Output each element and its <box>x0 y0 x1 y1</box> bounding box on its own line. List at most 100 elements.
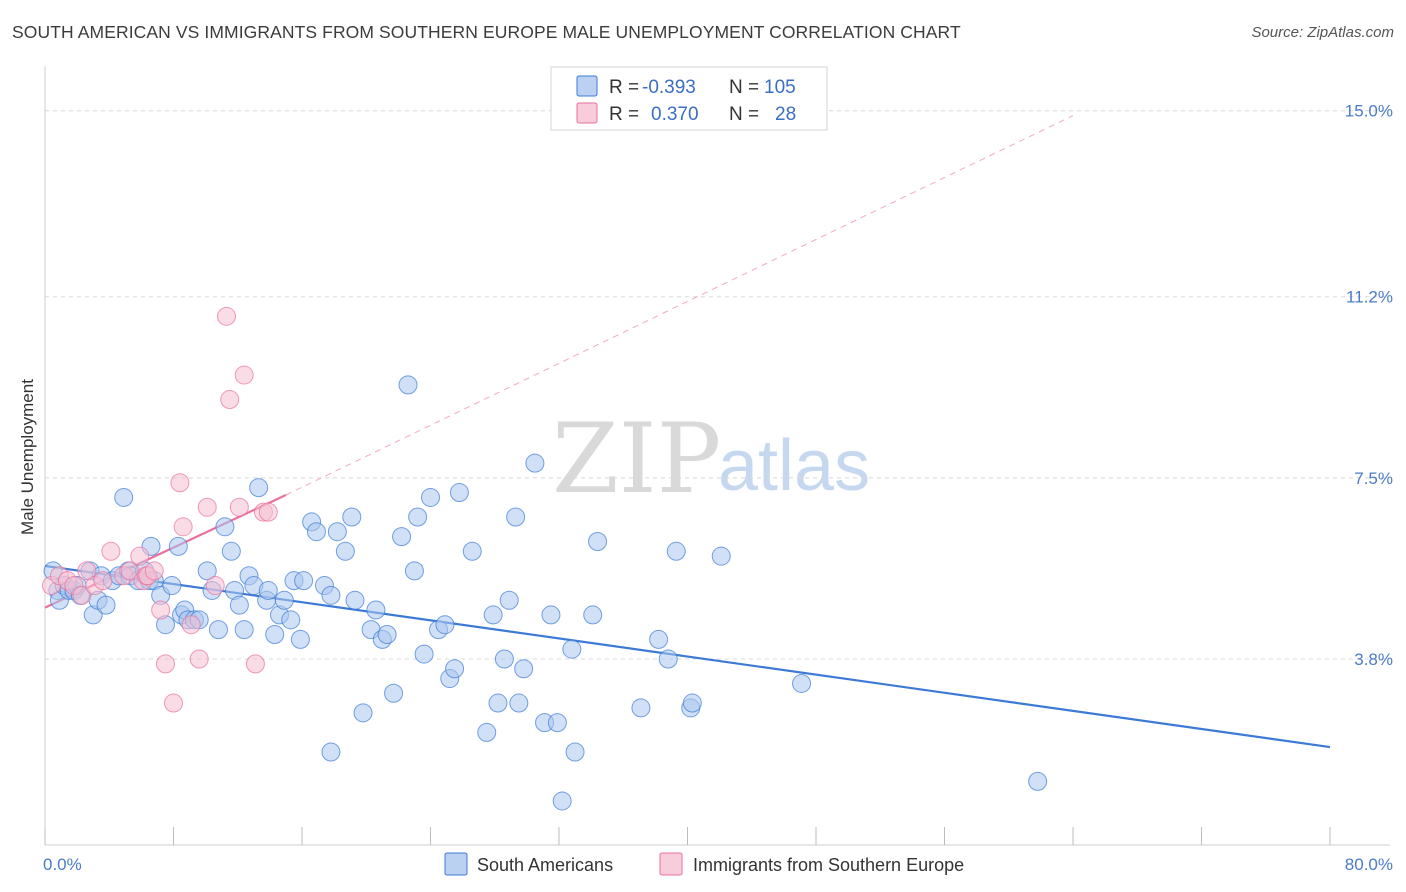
legend-swatch-blue <box>576 75 598 97</box>
data-points <box>41 306 1048 811</box>
data-point <box>345 590 365 610</box>
data-point <box>245 654 265 674</box>
data-point <box>130 546 150 566</box>
source-credit: Source: ZipAtlas.com <box>1251 24 1394 41</box>
data-point <box>445 659 465 679</box>
data-point <box>499 590 519 610</box>
data-point <box>229 595 249 615</box>
legend-r-value: -0.393 <box>642 77 696 98</box>
data-point <box>377 625 397 645</box>
data-point <box>327 522 347 542</box>
stats-legend: R = -0.393 N = 105 R = 0.370 N = 28 <box>550 66 828 131</box>
legend-n-label: N = <box>729 77 759 98</box>
data-point <box>144 561 164 581</box>
data-point <box>96 595 116 615</box>
series-legend: South Americans Immigrants from Southern… <box>444 852 964 876</box>
axes <box>44 66 1390 846</box>
data-point <box>77 561 97 581</box>
data-point <box>114 487 134 507</box>
legend-r-value: 0.370 <box>651 104 699 125</box>
data-point <box>155 654 175 674</box>
series-label-south-americans: South Americans <box>477 855 613 875</box>
data-point <box>384 683 404 703</box>
data-point <box>711 546 731 566</box>
data-point <box>234 620 254 640</box>
legend-n-value: 105 <box>764 77 796 98</box>
data-point <box>234 365 254 385</box>
legend-r-label: R = <box>609 77 639 98</box>
data-point <box>342 507 362 527</box>
data-point <box>552 791 572 811</box>
data-point <box>666 541 686 561</box>
data-point <box>588 531 608 551</box>
watermark: ZIP atlas <box>552 403 870 515</box>
data-point <box>168 536 188 556</box>
y-tick-label: 15.0% <box>1345 102 1393 121</box>
watermark-atlas: atlas <box>718 426 870 506</box>
data-point <box>101 541 121 561</box>
data-point <box>208 620 228 640</box>
data-point <box>658 649 678 669</box>
legend-r-label: R = <box>609 104 639 125</box>
data-point <box>509 693 529 713</box>
data-point <box>290 629 310 649</box>
data-point <box>462 541 482 561</box>
x-tick-label: 0.0% <box>43 855 82 874</box>
data-point <box>197 497 217 517</box>
data-point <box>449 483 469 503</box>
data-point <box>682 693 702 713</box>
data-point <box>294 571 314 591</box>
data-point <box>541 605 561 625</box>
y-tick-label: 11.2% <box>1346 288 1393 307</box>
data-point <box>488 693 508 713</box>
data-point <box>215 517 235 537</box>
x-tick-label: 80.0% <box>1345 855 1393 874</box>
data-point <box>189 649 209 669</box>
data-point <box>335 541 355 561</box>
y-tick-labels: 3.8% 7.5% 11.2% 15.0% <box>1345 102 1393 669</box>
data-point <box>181 615 201 635</box>
data-point <box>281 610 301 630</box>
data-point <box>792 673 812 693</box>
data-point <box>170 473 190 493</box>
data-point <box>525 453 545 473</box>
series-label-southern-europe: Immigrants from Southern Europe <box>693 855 964 875</box>
data-point <box>414 644 434 664</box>
data-point <box>274 590 294 610</box>
x-tick-labels: 0.0% 80.0% <box>43 855 1393 874</box>
data-point <box>162 576 182 596</box>
legend-n-label: N = <box>729 104 759 125</box>
y-tick-label: 7.5% <box>1354 469 1393 488</box>
legend-swatch-pink <box>576 102 598 124</box>
data-point <box>565 742 585 762</box>
data-point <box>258 580 278 600</box>
data-point <box>631 698 651 718</box>
trend-extension-1 <box>285 115 1074 496</box>
data-point <box>197 561 217 581</box>
data-point <box>562 639 582 659</box>
data-point <box>265 625 285 645</box>
data-point <box>398 375 418 395</box>
data-point <box>477 722 497 742</box>
watermark-zip: ZIP <box>552 403 721 515</box>
data-point <box>221 541 241 561</box>
data-point <box>583 605 603 625</box>
data-point <box>220 390 240 410</box>
data-point <box>173 517 193 537</box>
data-point <box>514 659 534 679</box>
data-point <box>404 561 424 581</box>
data-point <box>306 522 326 542</box>
data-point <box>435 615 455 635</box>
data-point <box>421 487 440 507</box>
data-point <box>1028 771 1048 791</box>
grid-lines <box>45 110 1390 660</box>
data-point <box>547 713 567 733</box>
data-point <box>205 576 225 596</box>
data-point <box>93 571 113 591</box>
data-point <box>217 306 237 326</box>
data-point <box>164 693 183 713</box>
data-point <box>392 527 412 547</box>
series-swatch-pink <box>659 852 683 876</box>
series-swatch-blue <box>444 852 468 876</box>
